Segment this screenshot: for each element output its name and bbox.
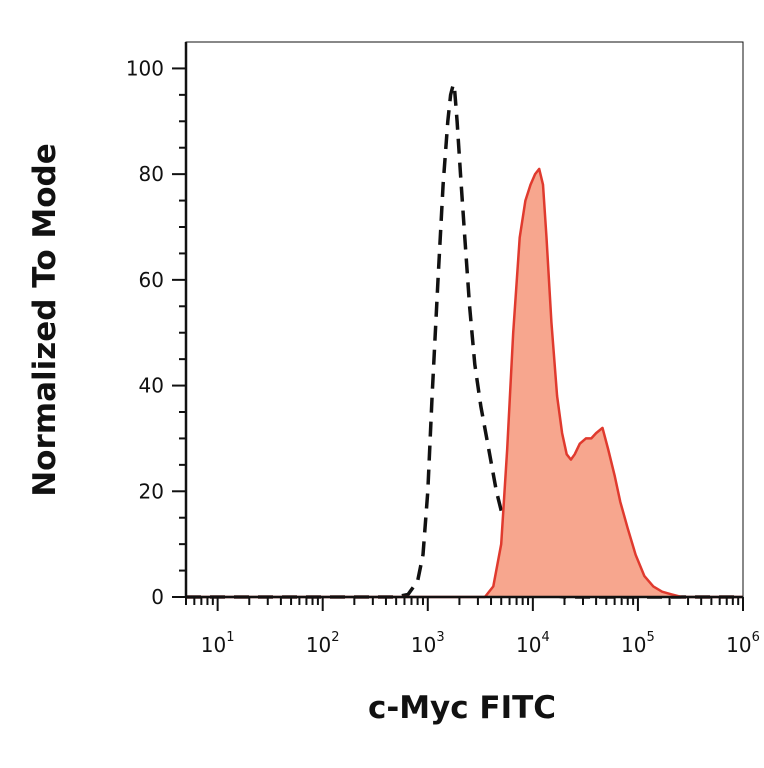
x-tick-base: 10 (411, 633, 436, 657)
y-axis-title: Normalized To Mode (27, 143, 63, 497)
x-tick-exponent: 2 (331, 630, 339, 645)
plot-frame-layer (185, 41, 744, 598)
x-tick-label: 104 (516, 630, 550, 657)
x-tick-label: 105 (621, 630, 655, 657)
x-tick-base: 10 (201, 633, 226, 657)
x-tick-exponent: 6 (752, 630, 760, 645)
x-tick-exponent: 3 (436, 630, 444, 645)
y-tick-label: 80 (139, 162, 164, 186)
y-tick-label: 60 (139, 268, 164, 292)
x-tick-label: 106 (726, 630, 760, 657)
y-tick-label: 0 (151, 585, 164, 609)
x-tick-base: 10 (516, 633, 541, 657)
x-tick-exponent: 4 (541, 630, 549, 645)
x-tick-label: 102 (306, 630, 340, 657)
histogram-fill-1 (186, 168, 743, 597)
y-tick-label: 40 (139, 374, 164, 398)
histogram-line-0 (186, 82, 743, 599)
histogram-line-1 (186, 167, 743, 599)
x-tick-exponent: 5 (647, 630, 655, 645)
x-tick-label: 103 (411, 630, 445, 657)
x-tick-base: 10 (621, 633, 646, 657)
x-tick-base: 10 (306, 633, 331, 657)
series-layer (186, 82, 743, 599)
y-tick-label: 20 (139, 479, 164, 503)
x-tick-label: 101 (201, 630, 235, 657)
x-tick-base: 10 (726, 633, 751, 657)
plot-frame (185, 41, 744, 598)
x-tick-exponent: 1 (226, 630, 234, 645)
x-axis-title: c-Myc FITC (368, 690, 556, 726)
y-tick-label: 100 (126, 56, 164, 80)
